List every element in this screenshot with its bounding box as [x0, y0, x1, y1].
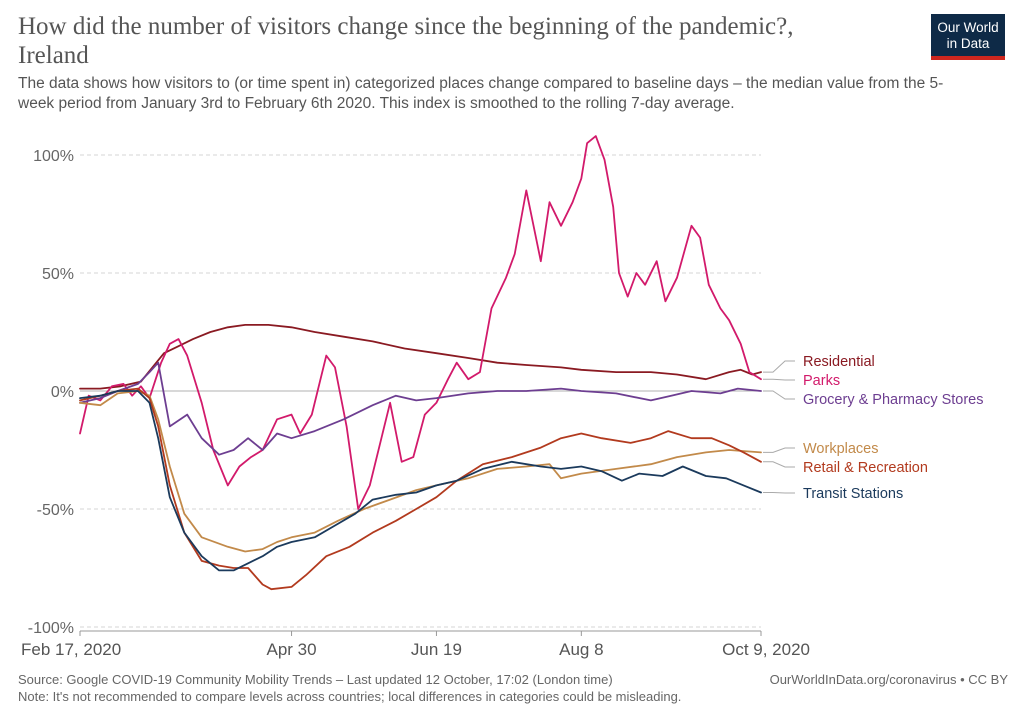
x-tick-label: Feb 17, 2020: [21, 640, 121, 659]
series-line-workplaces: [79, 390, 762, 553]
label-layer: Residential Parks Grocery & Pharmacy Store…: [763, 354, 984, 502]
chart-title: How did the number of visitors change si…: [18, 13, 794, 69]
label-connector: [763, 390, 795, 400]
series-line-parks: [79, 135, 762, 510]
series-line-grocery-pharmacy-stores: [79, 361, 762, 456]
logo-line-1: Our World: [937, 20, 999, 35]
label-connector: [763, 461, 795, 468]
series-label-transit-stations: Transit Stations: [803, 486, 903, 502]
source-url[interactable]: OurWorldInData.org/coronavirus • CC BY: [769, 672, 1008, 687]
owid-logo[interactable]: Our World in Data: [931, 14, 1005, 60]
series-label-retail-recreation: Retail & Recreation: [803, 460, 928, 476]
series-layer: [79, 135, 762, 591]
label-connector: [763, 447, 795, 453]
y-tick-label: -100%: [28, 620, 74, 637]
series-label-grocery-pharmacy-stores: Grocery & Pharmacy Stores: [803, 392, 984, 408]
label-connector: [763, 491, 795, 494]
label-connector: [763, 378, 795, 381]
series-label-parks: Parks: [803, 373, 840, 389]
y-tick-label: -50%: [37, 502, 74, 519]
series-line-transit-stations: [79, 390, 762, 572]
x-tick-label: Apr 30: [266, 640, 316, 659]
x-tick-label: Oct 9, 2020: [722, 640, 810, 659]
y-tick-label: 100%: [33, 148, 74, 165]
x-tick-label: Aug 8: [559, 640, 603, 659]
source-text: Source: Google COVID-19 Community Mobili…: [18, 672, 613, 687]
footer-note: Note: It's not recommended to compare le…: [18, 689, 682, 704]
label-connector: [763, 360, 795, 373]
series-line-retail-recreation: [79, 387, 762, 591]
y-tick-label: 0%: [51, 384, 74, 401]
series-line-residential: [79, 324, 762, 390]
grid-layer: -100% -50% 0% 50% 100% Feb 17, 2020 Apr 30 Jun …: [21, 148, 810, 659]
chart-subtitle: The data shows how visitors to (or time …: [18, 75, 944, 112]
footer-source-row: Source: Google COVID-19 Community Mobili…: [18, 672, 1008, 688]
series-label-workplaces: Workplaces: [803, 441, 878, 457]
series-label-residential: Residential: [803, 354, 875, 370]
y-tick-label: 50%: [42, 266, 74, 283]
logo-line-2: in Data: [946, 36, 990, 51]
x-tick-label: Jun 19: [411, 640, 462, 659]
